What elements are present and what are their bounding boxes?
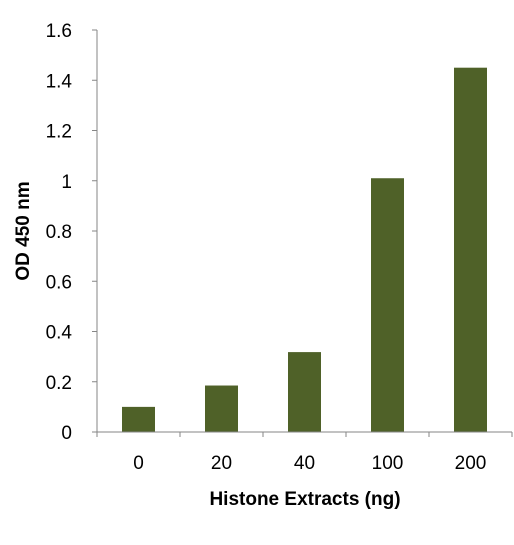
x-tick-label: 0 <box>133 453 144 474</box>
x-axis-title: Histone Extracts (ng) <box>209 489 400 510</box>
y-tick-label: 0.8 <box>46 222 72 243</box>
y-tick-label: 0.6 <box>46 272 72 293</box>
x-tick-label: 100 <box>372 453 404 474</box>
x-tick-label: 20 <box>211 453 232 474</box>
y-tick-label: 1.2 <box>46 122 72 143</box>
y-axis-title: OD 450 nm <box>13 181 34 280</box>
y-tick-label: 0.2 <box>46 373 72 394</box>
y-tick-label: 1.4 <box>46 71 73 92</box>
x-ticks-group: 0 20 40 100 200 <box>96 432 513 474</box>
y-tick-label: 1.6 <box>46 21 72 42</box>
y-tick-label: 0.4 <box>46 323 73 344</box>
bar-100 <box>371 178 404 432</box>
x-tick-label: 40 <box>294 453 315 474</box>
y-tick-label: 1 <box>61 172 72 193</box>
bar-200 <box>454 67 487 432</box>
bar-40 <box>288 352 321 432</box>
y-ticks-group: 0 0.2 0.4 0.6 0.8 1 1.2 1.4 1.6 <box>46 21 97 444</box>
bars-group <box>122 67 487 432</box>
x-tick-label: 200 <box>455 453 487 474</box>
y-tick-label: 0 <box>61 423 72 444</box>
bar-0 <box>122 406 155 432</box>
bar-20 <box>205 385 238 432</box>
